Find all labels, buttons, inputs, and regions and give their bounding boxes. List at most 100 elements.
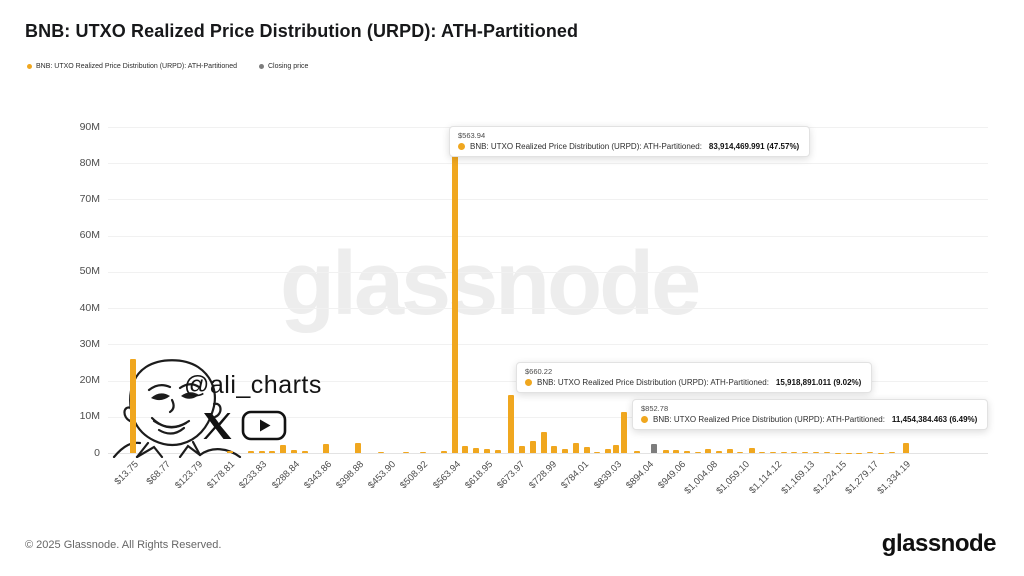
urpd-bar[interactable]	[662, 450, 669, 453]
tooltip-price: $660.22	[525, 367, 553, 376]
urpd-bar[interactable]	[462, 445, 469, 453]
legend-label: Closing price	[267, 63, 309, 70]
urpd-bar[interactable]	[856, 452, 863, 453]
urpd-bar[interactable]	[612, 445, 619, 453]
urpd-bar[interactable]	[802, 452, 809, 453]
face-sketch	[112, 359, 242, 458]
urpd-bar[interactable]	[473, 447, 479, 453]
x-axis-label: $1,334.19	[875, 459, 914, 497]
urpd-bar[interactable]	[377, 451, 384, 453]
gridline	[108, 416, 988, 418]
urpd-bar[interactable]	[529, 440, 536, 453]
urpd-bar[interactable]	[269, 450, 276, 453]
urpd-bar[interactable]	[323, 444, 330, 453]
urpd-bar[interactable]	[420, 451, 427, 453]
urpd-bar[interactable]	[494, 450, 501, 453]
urpd-bar[interactable]	[877, 452, 884, 453]
urpd-bar[interactable]	[573, 442, 579, 453]
urpd-bar[interactable]	[845, 452, 852, 453]
closing-price-bar[interactable]	[651, 443, 658, 453]
urpd-bar[interactable]	[902, 442, 909, 453]
urpd-bar[interactable]	[519, 445, 526, 453]
tooltip: $563.94 BNB: UTXO Realized Price Distrib…	[449, 126, 811, 157]
x-axis-label: $398.88	[334, 459, 367, 492]
urpd-bar[interactable]	[633, 450, 640, 453]
series-dot-icon	[525, 379, 532, 386]
gridline	[108, 308, 988, 310]
urpd-bar[interactable]	[451, 149, 458, 453]
urpd-bar[interactable]	[605, 449, 612, 453]
x-axis-label: $178.81	[205, 459, 238, 492]
urpd-bar[interactable]	[673, 450, 679, 453]
urpd-bar[interactable]	[834, 452, 841, 453]
page-title: BNB: UTXO Realized Price Distribution (U…	[25, 21, 579, 41]
copyright-text: © 2025 Glassnode. All Rights Reserved.	[25, 539, 222, 551]
urpd-bar[interactable]	[812, 452, 819, 453]
x-axis-label: $1,059.10	[714, 459, 753, 497]
urpd-bar[interactable]	[227, 451, 234, 453]
urpd-bar[interactable]	[780, 452, 787, 453]
y-axis-label: 80M	[79, 156, 100, 169]
author-handle: @ali_charts	[184, 371, 322, 399]
x-axis-label: $508.92	[398, 459, 431, 492]
urpd-bar[interactable]	[291, 450, 297, 453]
gridline	[108, 271, 988, 273]
x-logo-icon	[203, 413, 232, 439]
y-axis-label: 40M	[79, 301, 100, 314]
x-axis-label: $13.75	[112, 459, 141, 488]
gridline	[108, 235, 988, 237]
y-axis-label: 0	[94, 446, 100, 459]
urpd-bar[interactable]	[748, 448, 755, 453]
chart-legend: BNB: UTXO Realized Price Distribution (U…	[27, 63, 308, 70]
legend-dot-icon	[258, 64, 264, 69]
urpd-bar[interactable]	[248, 450, 255, 453]
urpd-bar[interactable]	[759, 451, 765, 453]
tooltip-value: 11,454,384.463 (6.49%)	[891, 415, 978, 424]
legend-item-closing-price[interactable]: Closing price	[258, 63, 309, 70]
urpd-bar[interactable]	[130, 358, 136, 453]
tooltip-metric: BNB: UTXO Realized Price Distribution (U…	[653, 415, 885, 424]
urpd-bar[interactable]	[705, 449, 712, 453]
urpd-bar[interactable]	[441, 451, 448, 453]
youtube-icon	[241, 410, 287, 441]
x-axis-label: $563.94	[430, 459, 463, 492]
tooltip-value: 15,918,891.011 (9.02%)	[775, 378, 862, 387]
urpd-bar[interactable]	[791, 452, 798, 453]
urpd-bar[interactable]	[551, 445, 558, 453]
x-axis-label: $894.04	[623, 459, 656, 492]
tooltip: $660.22 BNB: UTXO Realized Price Distrib…	[516, 362, 873, 393]
urpd-bar[interactable]	[867, 452, 874, 453]
x-axis-label: $1,224.15	[811, 459, 849, 497]
y-axis-label: 10M	[79, 410, 100, 423]
glassnode-watermark: glassnode	[280, 234, 701, 334]
urpd-bar[interactable]	[683, 450, 690, 453]
urpd-bar[interactable]	[694, 451, 701, 453]
urpd-bar[interactable]	[561, 448, 568, 453]
legend-dot-icon	[27, 64, 32, 69]
urpd-bar[interactable]	[888, 452, 895, 453]
urpd-bar[interactable]	[737, 451, 744, 453]
legend-item-urpd[interactable]: BNB: UTXO Realized Price Distribution (U…	[27, 63, 237, 70]
urpd-bar[interactable]	[279, 445, 286, 453]
x-axis-label: $1,114.12	[747, 459, 785, 497]
x-axis-label: $1,279.17	[843, 459, 882, 497]
urpd-bar[interactable]	[824, 452, 830, 453]
tooltip-value: 83,914,469.991 (47.57%)	[708, 142, 800, 151]
urpd-bar[interactable]	[508, 395, 515, 453]
urpd-bar[interactable]	[594, 451, 601, 453]
urpd-bar[interactable]	[620, 411, 627, 453]
series-dot-icon	[641, 416, 648, 423]
x-axis-label: $784.01	[559, 459, 592, 492]
gridline	[108, 163, 988, 165]
urpd-bar[interactable]	[583, 446, 590, 453]
urpd-bar[interactable]	[540, 432, 547, 453]
urpd-bar[interactable]	[258, 450, 265, 453]
urpd-bar[interactable]	[715, 450, 722, 453]
urpd-bar[interactable]	[484, 449, 491, 453]
urpd-bar[interactable]	[726, 449, 733, 453]
urpd-bar[interactable]	[355, 442, 362, 453]
x-axis-label: $288.84	[269, 459, 302, 492]
urpd-bar[interactable]	[301, 451, 308, 453]
urpd-bar[interactable]	[769, 451, 776, 453]
urpd-bar[interactable]	[402, 451, 409, 453]
